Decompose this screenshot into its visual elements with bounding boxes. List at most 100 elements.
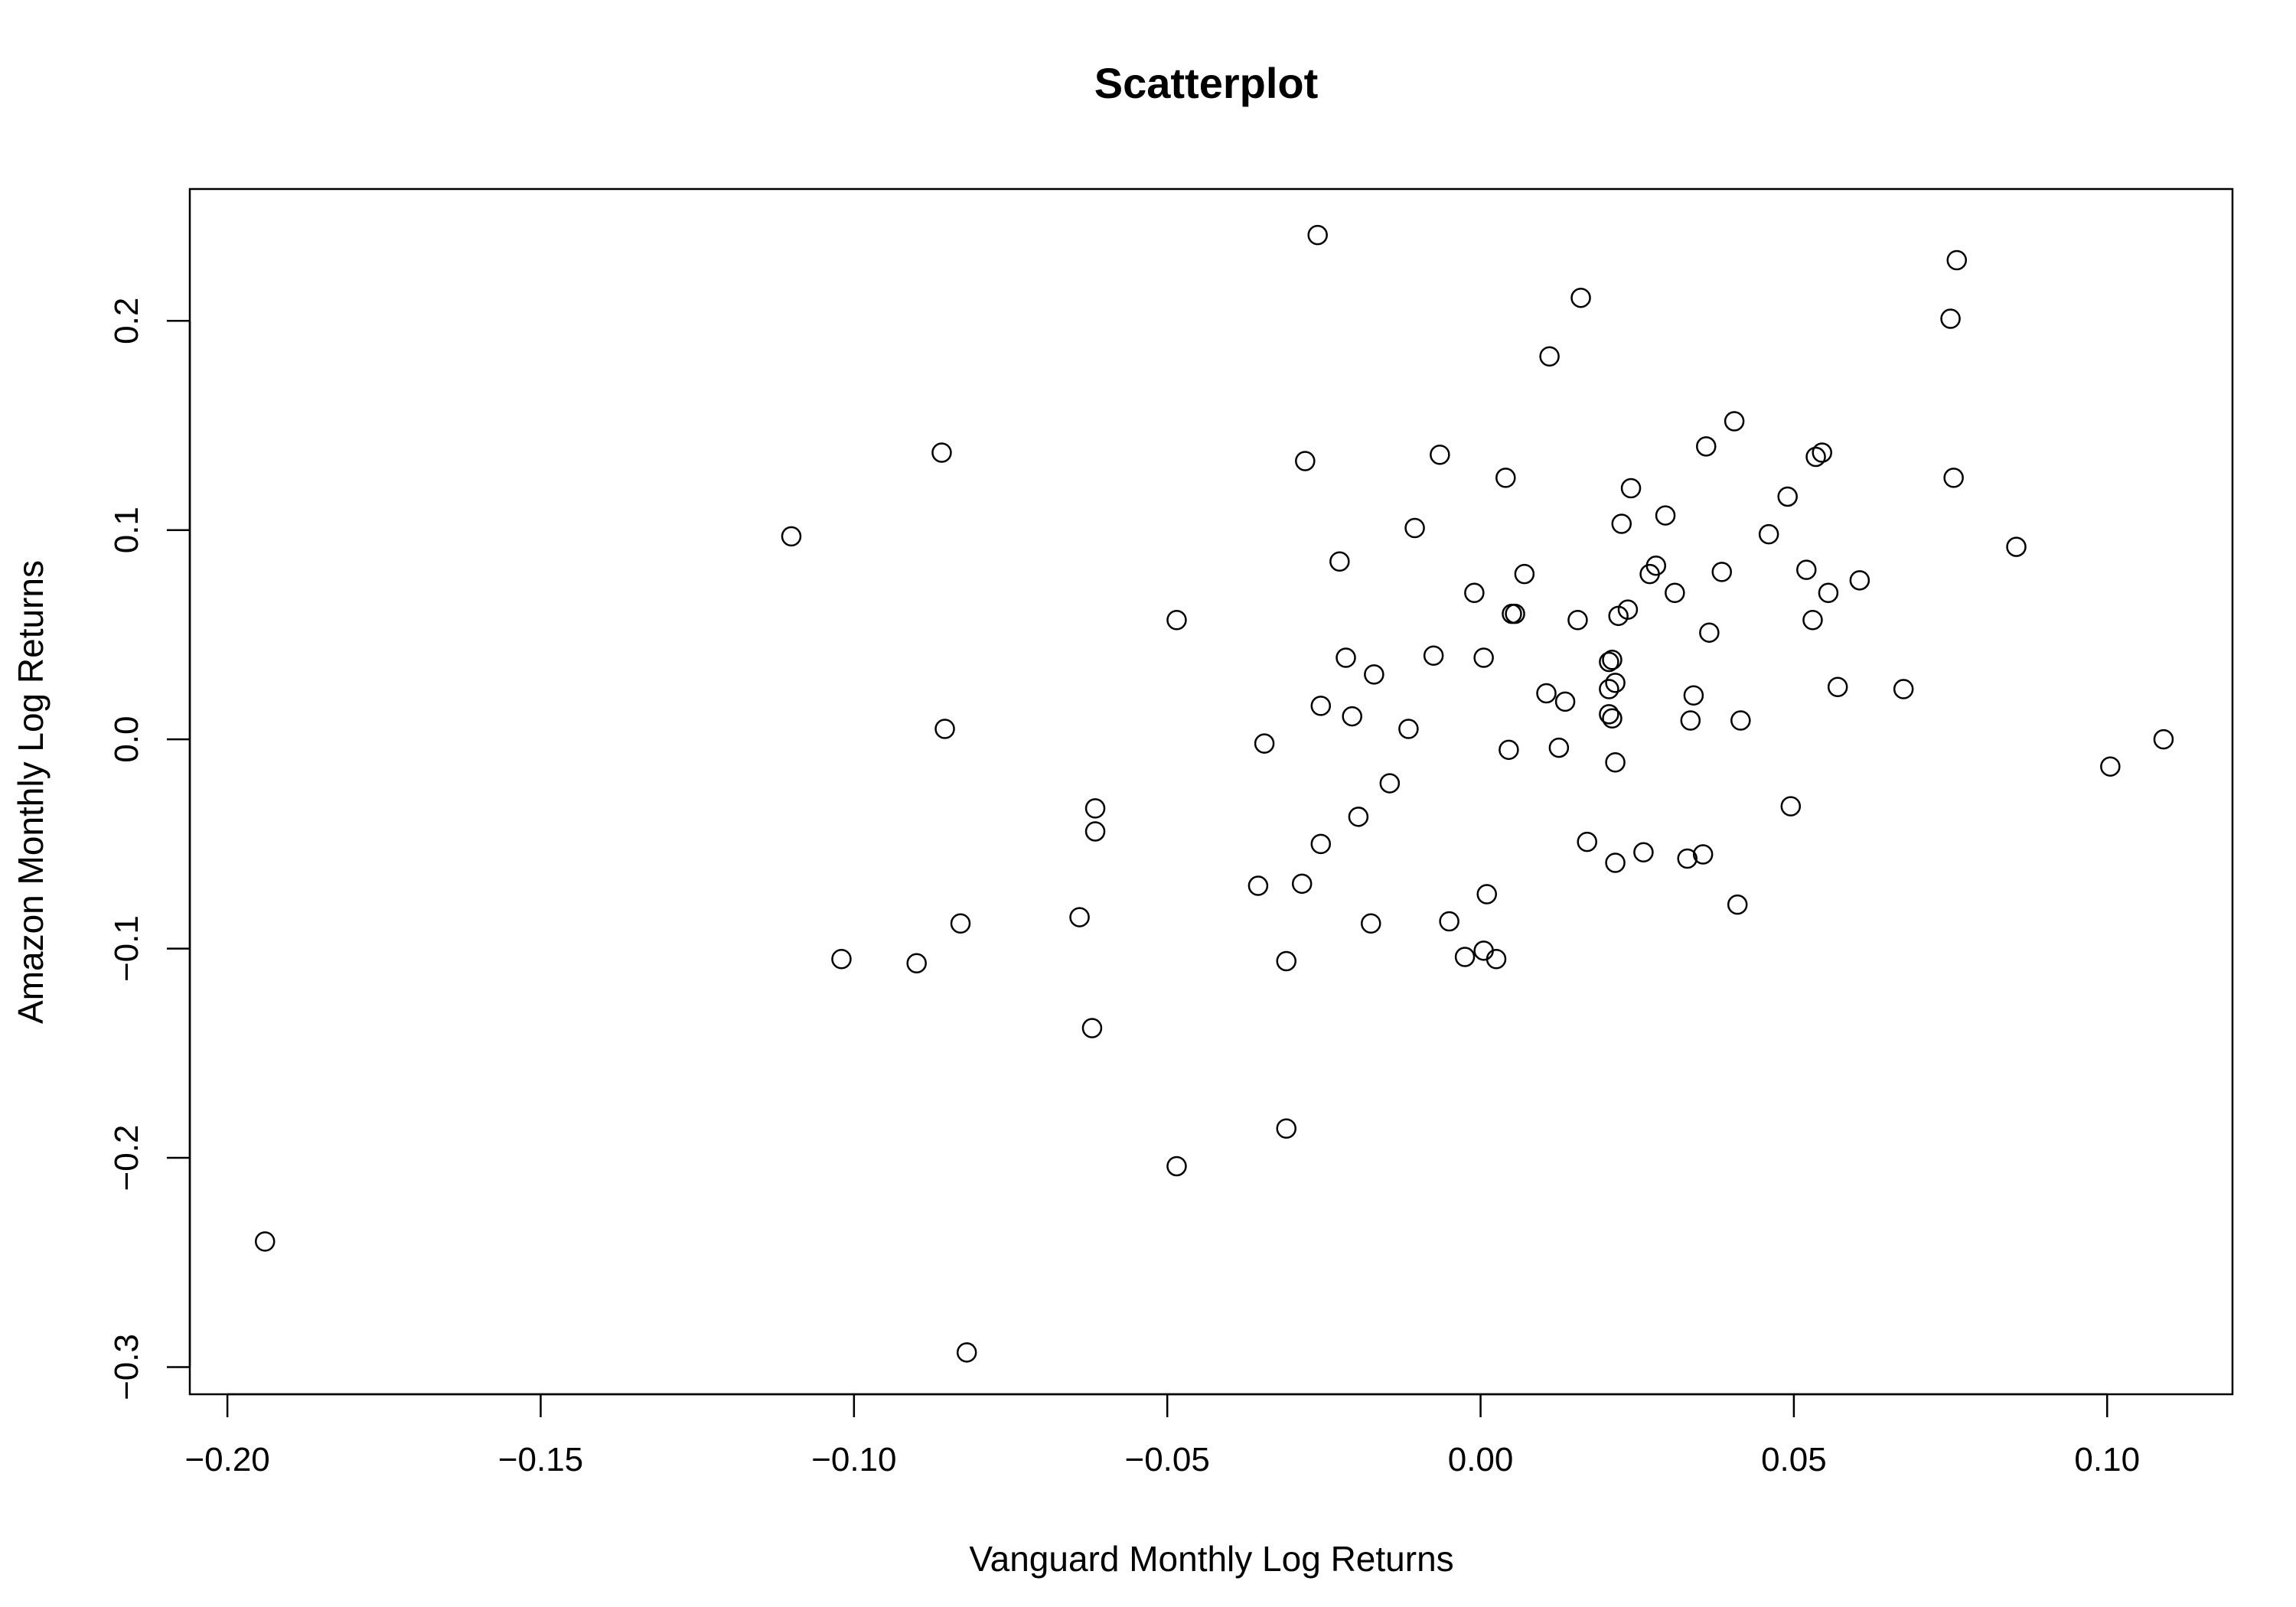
x-tick-label: −0.15 [498,1441,583,1478]
data-point [1692,844,1714,865]
data-point [1539,346,1560,367]
x-tick-label: 0.00 [1448,1441,1514,1478]
data-point [1893,679,1914,699]
data-point [1943,468,1964,488]
data-point [1724,411,1745,432]
data-point [1611,513,1632,534]
data-point [1802,610,1823,631]
data-point [1404,517,1425,539]
data-point [906,953,927,973]
data-point [1514,563,1535,585]
data-point [1342,706,1362,727]
data-point [1605,852,1626,873]
x-tick-label: −0.05 [1125,1441,1210,1478]
data-point [1379,773,1401,794]
data-point [1805,446,1826,468]
data-point [1536,683,1557,704]
data-points [254,224,2174,1363]
data-point [1696,436,1717,457]
data-point [1166,610,1187,631]
data-point [1655,505,1676,526]
data-point [1464,582,1485,603]
data-point [1602,708,1623,729]
data-point [1570,287,1591,308]
data-point [1166,1156,1187,1177]
data-point [1486,949,1507,970]
plot-frame [188,187,2234,1396]
data-point [1567,610,1588,631]
data-point [781,526,802,547]
data-point [1473,647,1494,668]
data-point [1310,833,1332,855]
data-point [1711,562,1732,582]
data-point [1361,913,1381,934]
chart-title: Scatterplot [1094,59,1319,107]
data-point [1940,308,1961,329]
data-point [1727,894,1748,915]
data-point [1295,451,1316,471]
data-point [1680,710,1701,731]
data-point [1699,622,1720,643]
data-point [1677,848,1698,869]
data-point [1276,950,1296,972]
data-point [1499,739,1519,761]
data-point [1645,555,1667,576]
data-point [2006,536,2027,557]
data-point [1599,679,1619,699]
x-tick-label: −0.10 [811,1441,896,1478]
data-point [950,913,971,934]
data-point [1633,842,1654,863]
data-point [1758,523,1779,545]
data-point [1620,478,1642,499]
data-point [1818,582,1839,603]
x-axis-label: Vanguard Monthly Log Returns [969,1539,1453,1579]
x-tick-label: 0.10 [2074,1441,2140,1478]
data-point [1780,796,1802,817]
data-point [1423,645,1444,667]
data-point [1084,821,1106,842]
data-point [1577,831,1597,852]
data-point [1599,704,1619,725]
x-axis: −0.20 −0.15 −0.10 −0.05 0.00 0.05 0.10 [184,1393,2140,1478]
data-point [1081,1018,1103,1038]
data-point [1827,676,1848,698]
data-point [1605,673,1626,693]
data-point [1849,570,1870,591]
data-point [1336,647,1356,668]
data-point [1683,685,1704,706]
data-point [1665,582,1685,603]
data-point [1602,649,1623,670]
data-point [1454,947,1476,967]
data-point [1276,1118,1296,1139]
data-point [1473,940,1494,961]
data-point [254,1231,276,1252]
y-tick-label: 0.0 [108,716,145,763]
data-point [1495,468,1516,488]
data-point [1069,907,1090,927]
data-point [1777,486,1798,507]
data-point [1254,733,1275,754]
y-axis-label: Amazon Monthly Log Returns [11,560,51,1024]
data-point [1605,751,1626,773]
data-point [1946,249,1968,271]
data-point [1329,551,1350,572]
data-point [1554,691,1576,712]
data-point [2153,729,2174,750]
data-point [1430,445,1450,465]
data-point [1796,559,1817,580]
data-point [1599,651,1619,673]
data-point [1398,719,1419,739]
data-point [1439,911,1459,932]
y-tick-label: 0.2 [108,298,145,344]
data-point [1812,442,1832,463]
x-tick-label: 0.05 [1761,1441,1827,1478]
data-point [1307,224,1328,246]
y-tick-label: −0.2 [108,1125,145,1191]
data-point [1310,696,1332,716]
data-point [1505,603,1525,624]
y-tick-label: −0.1 [108,915,145,982]
data-point [934,719,955,739]
data-point [1291,873,1313,895]
